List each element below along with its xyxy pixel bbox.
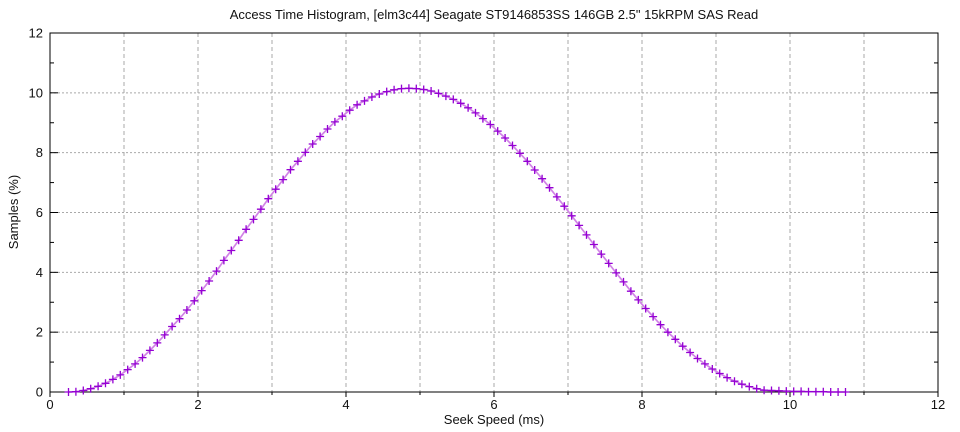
chart-title: Access Time Histogram, [elm3c44] Seagate… bbox=[229, 7, 759, 22]
y-axis-label: Samples (%) bbox=[6, 174, 21, 250]
series-line bbox=[68, 87, 846, 393]
y-tick-label: 12 bbox=[29, 26, 43, 41]
x-tick-label: 8 bbox=[638, 397, 645, 412]
series-plus-markers bbox=[64, 84, 850, 396]
x-tick-label: 6 bbox=[490, 397, 497, 412]
x-tick-label: 4 bbox=[342, 397, 349, 412]
y-tick-label: 4 bbox=[36, 265, 43, 280]
y-tick-label: 0 bbox=[36, 385, 43, 400]
x-tick-label: 12 bbox=[931, 397, 945, 412]
x-axis-label: Seek Speed (ms) bbox=[443, 412, 545, 427]
x-tick-label: 2 bbox=[194, 397, 201, 412]
x-tick-label: 10 bbox=[783, 397, 797, 412]
y-tick-label: 10 bbox=[29, 85, 43, 100]
y-tick-label: 2 bbox=[36, 325, 43, 340]
y-tick-label: 6 bbox=[36, 205, 43, 220]
x-tick-label: 0 bbox=[46, 397, 53, 412]
y-tick-label: 8 bbox=[36, 145, 43, 160]
